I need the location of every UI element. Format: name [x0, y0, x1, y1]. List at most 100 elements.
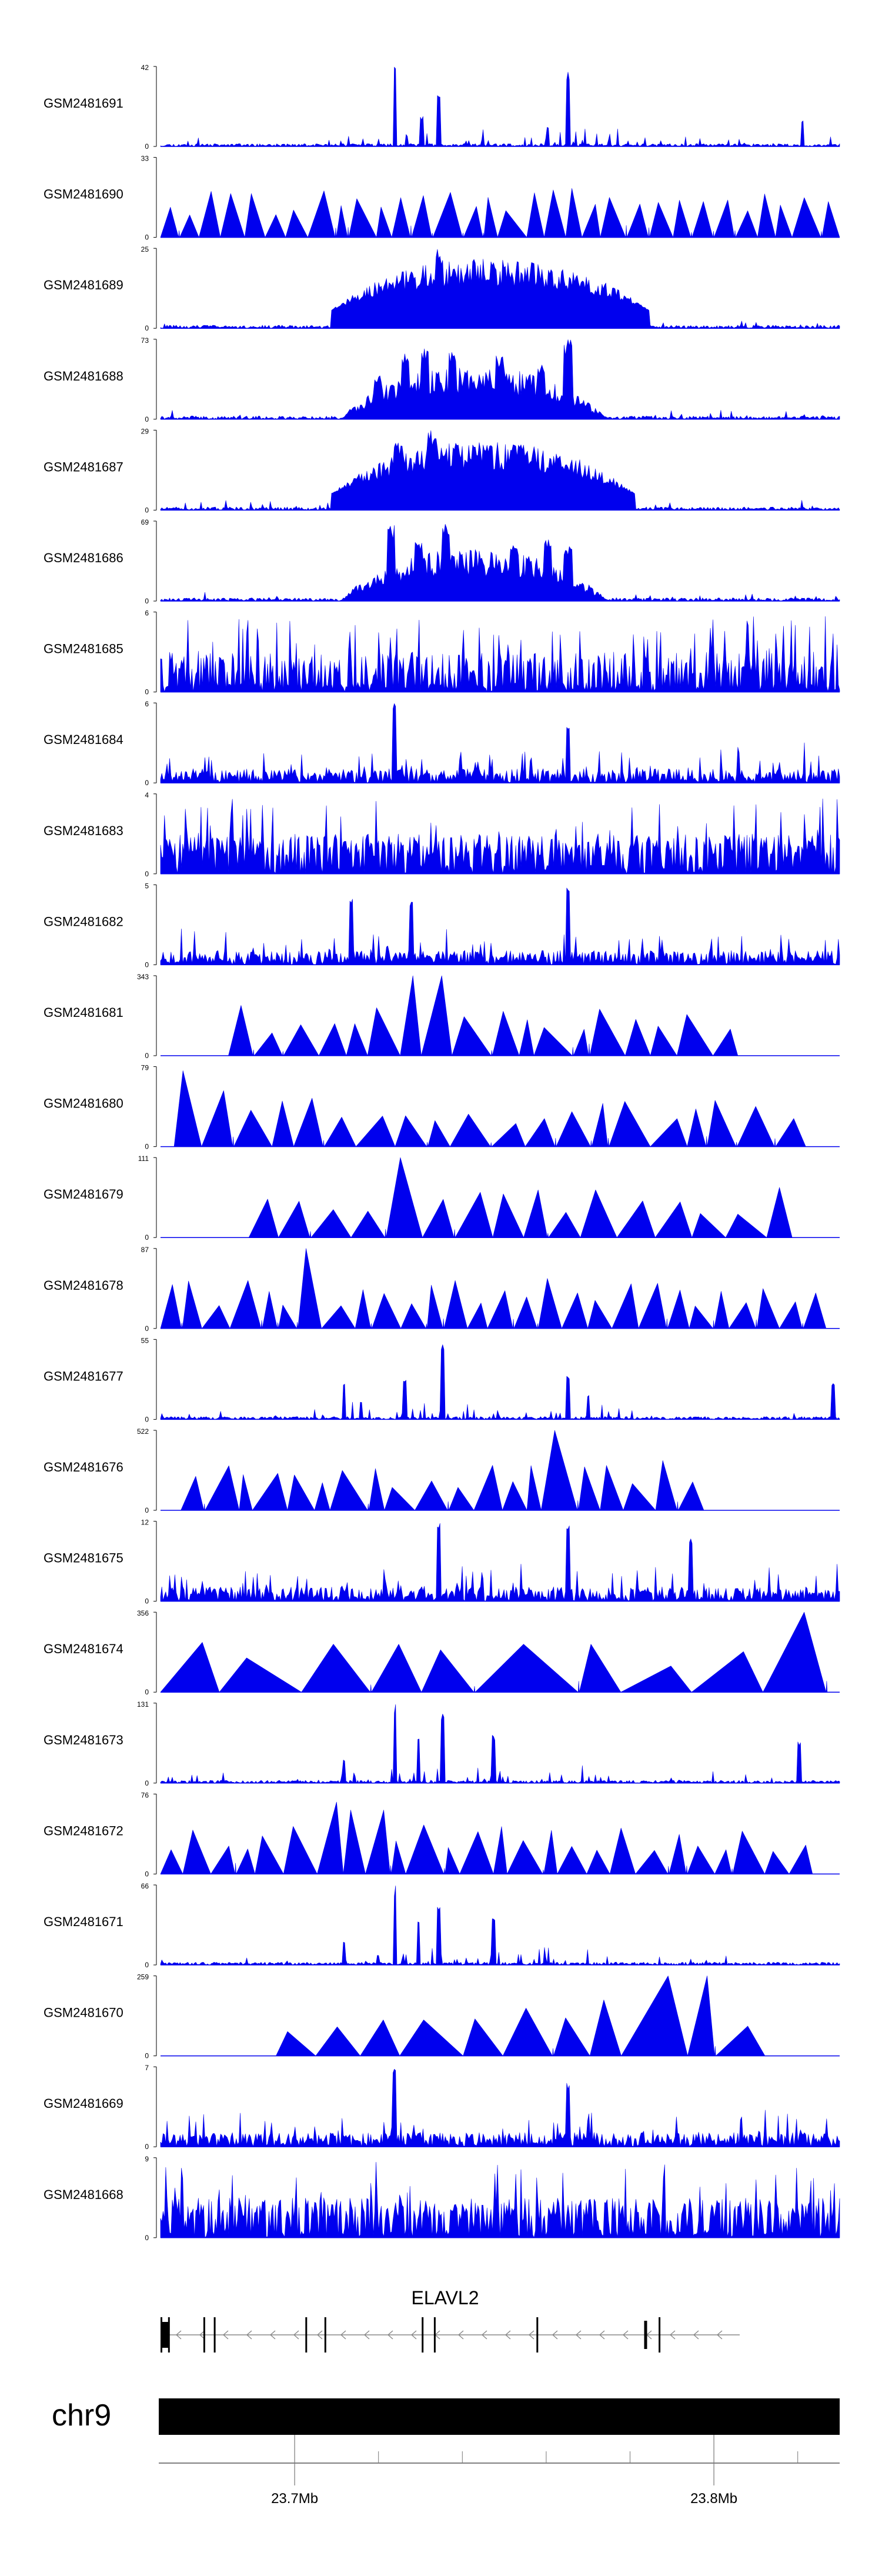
coverage-area: [228, 975, 739, 1056]
track-label: GSM2481687: [44, 459, 123, 474]
coverage-area: [160, 1344, 840, 1420]
coverage-tracks: GSM2481691420GSM2481690330GSM2481689250G…: [44, 64, 840, 2242]
strand-arrow-icon: [575, 2330, 582, 2340]
track-ymax-tick-label: 6: [145, 700, 149, 708]
track-ymax-tick-label: 4: [145, 791, 149, 799]
strand-arrow-icon: [622, 2330, 629, 2340]
track-ymin-tick-label: 0: [145, 2052, 149, 2060]
strand-arrow-icon: [693, 2330, 699, 2340]
strand-arrow-icon: [316, 2330, 323, 2340]
gene-exon: [305, 2317, 308, 2353]
track-label: GSM2481686: [44, 550, 123, 565]
track-label: GSM2481671: [44, 1914, 123, 1929]
track-label: GSM2481670: [44, 2006, 123, 2020]
track-ymin-tick-label: 0: [145, 597, 149, 605]
track-label: GSM2481676: [44, 1460, 123, 1474]
track-label: GSM2481691: [44, 96, 123, 111]
track-ymax-tick-label: 131: [137, 1700, 149, 1709]
coverage-area: [173, 1070, 806, 1147]
track-ymax-tick-label: 5: [145, 882, 149, 890]
track-GSM2481689: GSM2481689 25 0: [44, 245, 840, 332]
track-ymax-tick-label: 25: [141, 245, 149, 253]
strand-arrow-icon: [175, 2330, 182, 2340]
track-ymin-tick-label: 0: [145, 415, 149, 423]
track-label: GSM2481674: [44, 1641, 123, 1656]
gene-exon: [659, 2317, 661, 2353]
track-label: GSM2481675: [44, 1551, 123, 1566]
coverage-area: [160, 249, 840, 329]
gene-exon: [213, 2317, 216, 2353]
chromosome-ideogram: chr9 23.7Mb 23.8Mb: [52, 2398, 840, 2507]
track-GSM2481682: GSM2481682 5 0: [44, 882, 840, 969]
track-GSM2481687: GSM2481687 29 0: [44, 427, 840, 514]
coverage-area: [160, 1801, 813, 1874]
track-ymin-tick-label: 0: [145, 1597, 149, 1606]
track-ymax-tick-label: 76: [141, 1791, 149, 1799]
coverage-area: [160, 1704, 840, 1784]
track-label: GSM2481672: [44, 1823, 123, 1838]
track-ymin-tick-label: 0: [145, 1415, 149, 1423]
track-label: GSM2481677: [44, 1369, 123, 1383]
track-ymax-tick-label: 42: [141, 64, 149, 72]
gene-exon: [433, 2317, 436, 2353]
gene-exon: [161, 2317, 162, 2353]
strand-arrow-icon: [505, 2330, 511, 2340]
track-label: GSM2481683: [44, 823, 123, 838]
coverage-area: [160, 1611, 828, 1693]
track-GSM2481673: GSM2481673 131 0: [44, 1700, 840, 1787]
track-GSM2481668: GSM2481668 9 0: [44, 2155, 840, 2242]
gene-exon: [203, 2317, 205, 2353]
track-ymin-tick-label: 0: [145, 142, 149, 151]
strand-arrow-icon: [340, 2330, 346, 2340]
track-ymin-tick-label: 0: [145, 1052, 149, 1060]
track-ymax-tick-label: 66: [141, 1882, 149, 1890]
track-ymin-tick-label: 0: [145, 1688, 149, 1696]
track-GSM2481688: GSM2481688 73 0: [44, 336, 840, 423]
gene-utr-block: [161, 2322, 169, 2348]
gene-exon: [422, 2317, 424, 2353]
strand-arrow-icon: [599, 2330, 605, 2340]
coverage-area: [160, 2068, 840, 2147]
chromosome-label: chr9: [52, 2398, 111, 2432]
track-ymax-tick-label: 343: [137, 973, 149, 981]
gene-exon: [324, 2317, 326, 2353]
strand-arrow-icon: [552, 2330, 558, 2340]
track-GSM2481685: GSM2481685 6 0: [44, 609, 840, 696]
gene-exon: [644, 2321, 647, 2349]
track-ymin-tick-label: 0: [145, 1324, 149, 1333]
track-ymin-tick-label: 0: [145, 1779, 149, 1787]
track-GSM2481669: GSM2481669 7 0: [44, 2064, 840, 2151]
track-label: GSM2481682: [44, 914, 123, 929]
track-ymax-tick-label: 259: [137, 1973, 149, 1981]
coverage-area: [160, 188, 840, 238]
track-GSM2481684: GSM2481684 6 0: [44, 700, 840, 787]
track-label: GSM2481681: [44, 1005, 123, 1020]
gene-name-label: ELAVL2: [411, 2287, 479, 2308]
coverage-area: [160, 1248, 827, 1329]
track-ymax-tick-label: 522: [137, 1427, 149, 1436]
track-label: GSM2481685: [44, 642, 123, 656]
coverage-area: [181, 1430, 704, 1511]
strand-arrow-icon: [293, 2330, 299, 2340]
track-label: GSM2481690: [44, 187, 123, 202]
track-ymax-tick-label: 6: [145, 609, 149, 618]
coverage-area: [160, 524, 840, 602]
axis-tick-label: 23.8Mb: [690, 2491, 737, 2507]
strand-arrow-icon: [246, 2330, 252, 2340]
track-GSM2481678: GSM2481678 87 0: [44, 1246, 840, 1333]
track-GSM2481670: GSM2481670 259 0: [44, 1973, 840, 2060]
gene-exon: [536, 2317, 539, 2353]
track-ymin-tick-label: 0: [145, 2234, 149, 2242]
track-GSM2481679: GSM2481679 111 0: [44, 1154, 840, 1242]
track-ymax-tick-label: 73: [141, 336, 149, 345]
track-GSM2481686: GSM2481686 69 0: [44, 518, 840, 605]
track-ymin-tick-label: 0: [145, 960, 149, 969]
track-ymin-tick-label: 0: [145, 1143, 149, 1151]
track-ymin-tick-label: 0: [145, 324, 149, 332]
track-label: GSM2481689: [44, 278, 123, 292]
track-GSM2481671: GSM2481671 66 0: [44, 1882, 840, 1969]
strand-arrow-icon: [269, 2330, 276, 2340]
coverage-area: [160, 798, 840, 875]
track-GSM2481676: GSM2481676 522 0: [44, 1427, 840, 1514]
track-label: GSM2481678: [44, 1278, 123, 1293]
